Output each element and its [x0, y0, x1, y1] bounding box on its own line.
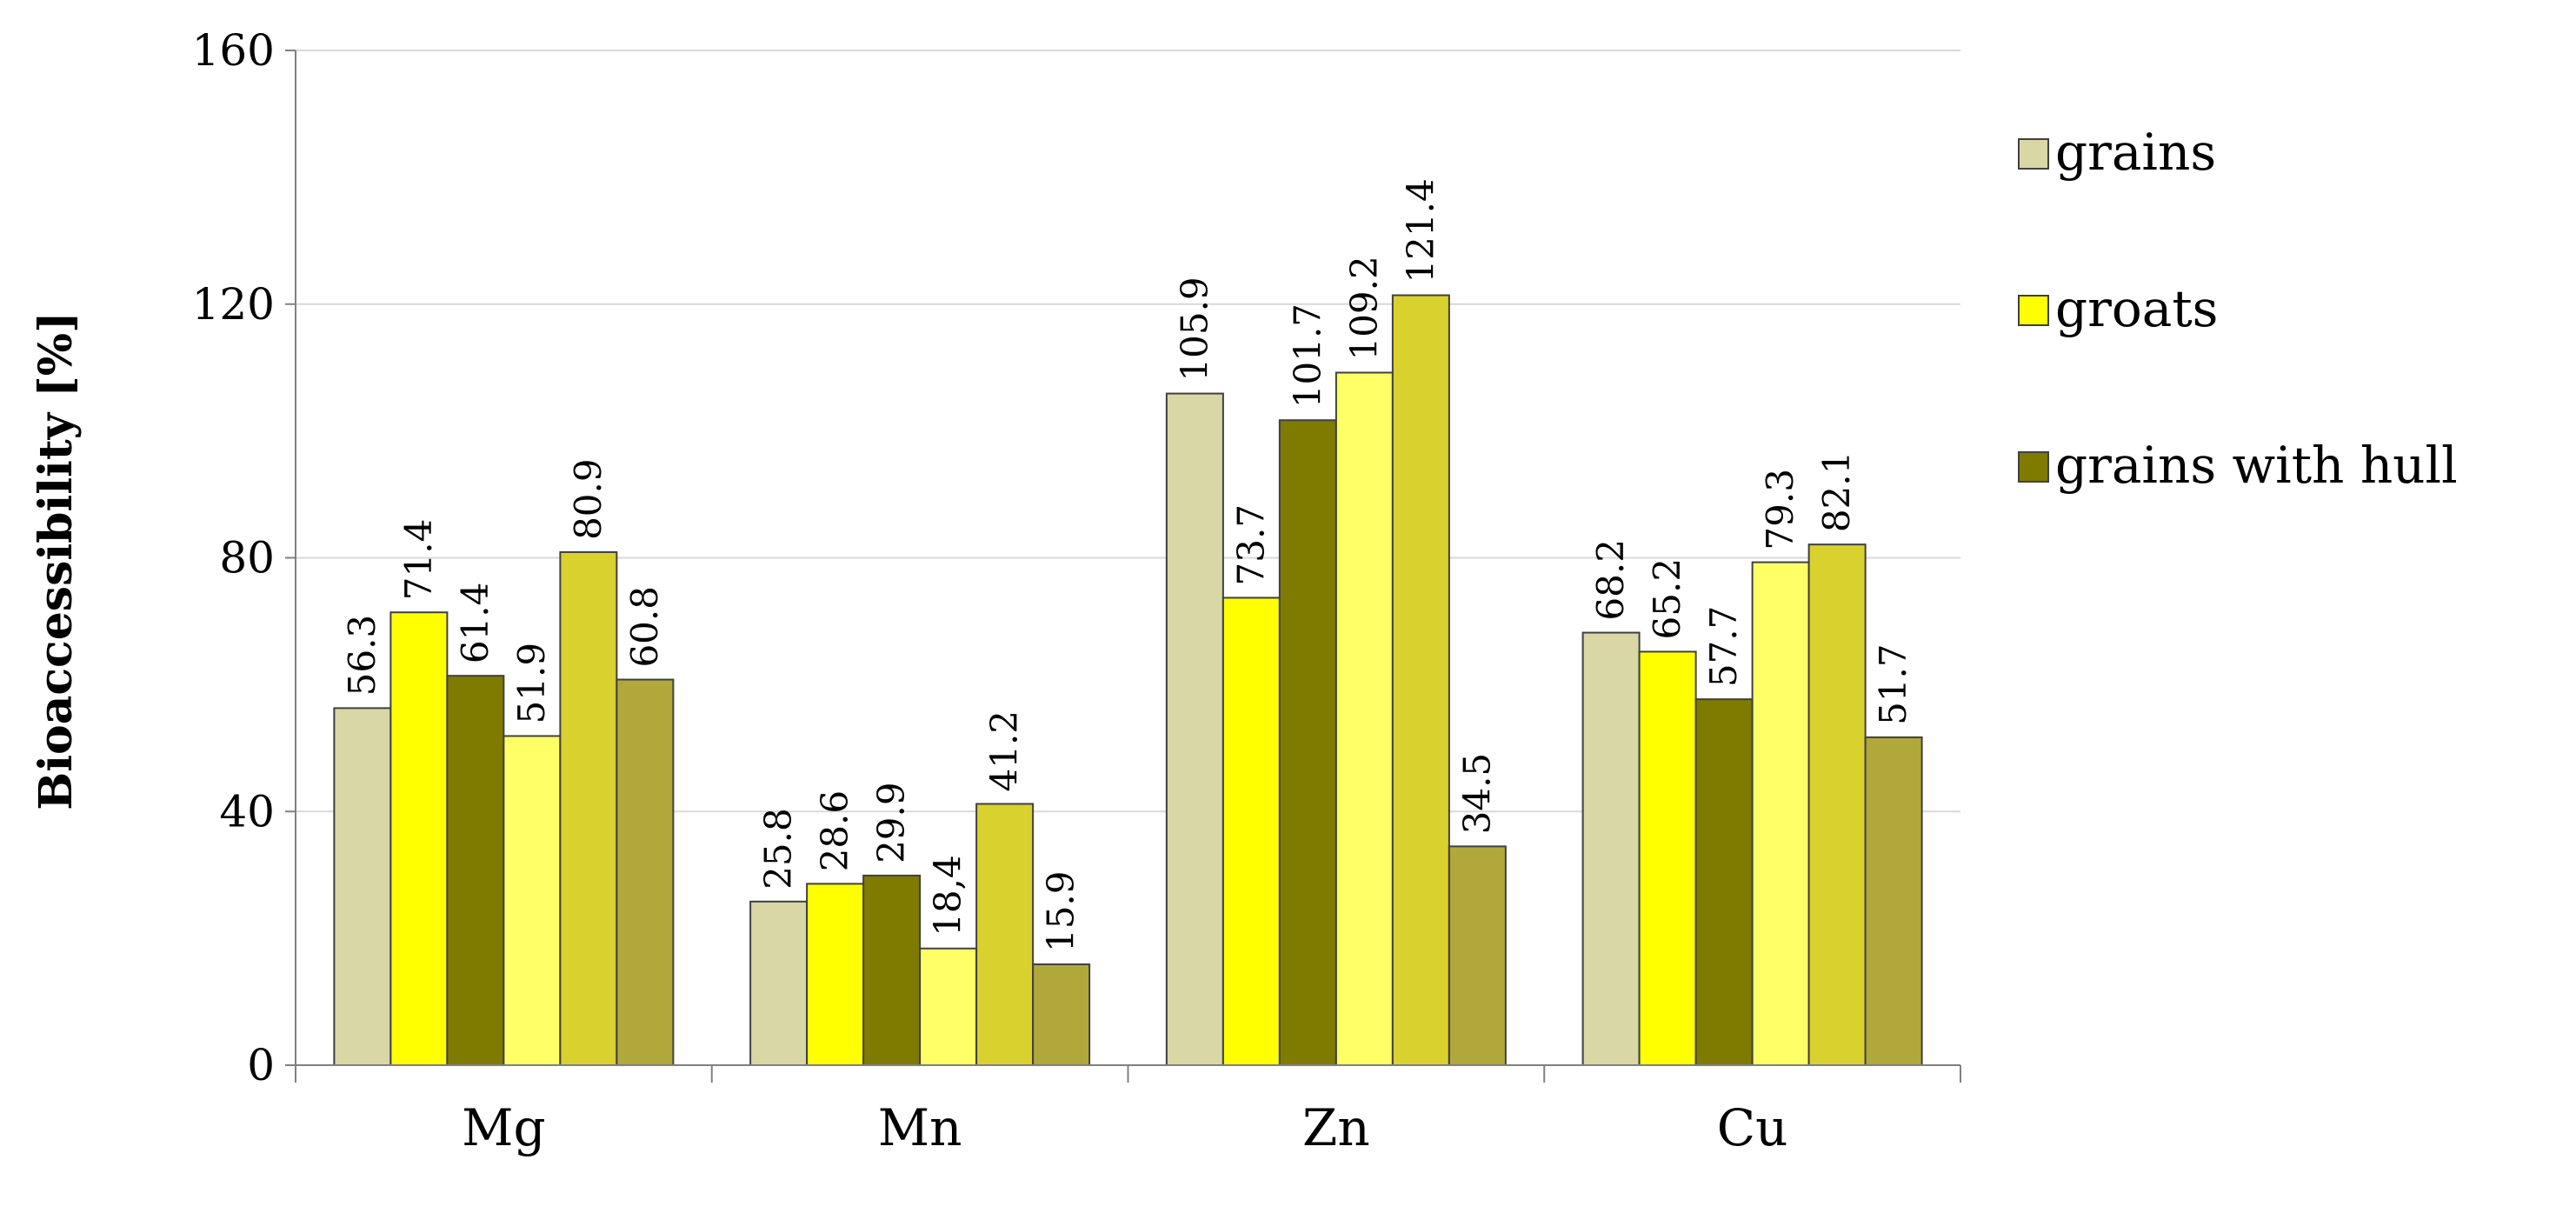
bar	[503, 735, 562, 1066]
y-tick-label: 0	[247, 1040, 275, 1090]
data-label: 105.9	[1173, 277, 1215, 381]
bar	[975, 803, 1035, 1066]
data-label: 41.2	[983, 710, 1026, 792]
data-label: 71.4	[397, 519, 440, 601]
bar	[919, 947, 978, 1067]
legend: grains groats grains with hull	[2018, 123, 2458, 495]
data-label: 73.7	[1229, 504, 1272, 586]
axes: 0 40 80 120 160 Mg Mn Zn Cu	[192, 25, 1961, 1157]
x-tick-label: Mg	[462, 1098, 546, 1157]
y-tick-label: 160	[192, 25, 275, 76]
bars	[333, 294, 1923, 1067]
data-labels: 56.3 71.4 61.4 51.9 80.9 60.8 25.8 28.6 29.9 18,4…	[341, 178, 1914, 952]
bar	[1335, 371, 1394, 1066]
bar	[1165, 392, 1224, 1067]
bar	[389, 611, 449, 1066]
x-tick-label: Mn	[878, 1098, 962, 1157]
data-label: 18,4	[927, 855, 969, 936]
bar	[1638, 650, 1697, 1066]
bar	[559, 550, 618, 1066]
x-tick-label: Cu	[1717, 1098, 1788, 1157]
legend-label: groats	[2055, 279, 2218, 338]
data-label: 29.9	[870, 782, 913, 863]
data-label: 56.3	[341, 615, 383, 696]
legend-swatch	[2018, 451, 2049, 483]
y-tick-label: 120	[192, 279, 275, 330]
data-label: 82.1	[1815, 451, 1858, 533]
bar	[1032, 963, 1091, 1067]
bar	[1694, 698, 1754, 1066]
y-tick-label: 80	[219, 533, 275, 583]
bar	[806, 883, 865, 1066]
data-label: 80.9	[567, 458, 609, 540]
data-label: 51.7	[1872, 643, 1914, 725]
y-tick-label: 40	[219, 786, 275, 836]
data-label: 28.6	[814, 790, 856, 872]
bar	[862, 874, 922, 1066]
data-label: 101.7	[1286, 303, 1328, 408]
data-label: 15.9	[1040, 871, 1082, 953]
data-label: 60.8	[623, 586, 666, 668]
y-axis-title: Bioaccessibility [%]	[30, 311, 83, 810]
legend-label: grains with hull	[2055, 436, 2458, 495]
bar	[446, 675, 505, 1066]
x-tick-label: Zn	[1302, 1098, 1370, 1157]
data-label: 109.2	[1342, 256, 1385, 360]
bar	[333, 707, 392, 1066]
bar	[1448, 845, 1507, 1066]
data-label: 61.4	[454, 583, 496, 664]
bar	[1864, 736, 1923, 1067]
data-label: 121.4	[1399, 178, 1441, 283]
data-label: 25.8	[757, 808, 800, 890]
bar	[616, 678, 675, 1066]
legend-label: grains	[2055, 123, 2216, 182]
bar	[1278, 419, 1337, 1066]
data-label: 65.2	[1646, 558, 1688, 640]
bar	[749, 900, 809, 1067]
bar	[1581, 631, 1641, 1066]
data-label: 34.5	[1455, 753, 1498, 835]
bar	[1221, 597, 1281, 1066]
bar	[1751, 561, 1810, 1066]
legend-swatch	[2018, 138, 2049, 170]
data-label: 79.3	[1759, 469, 1801, 550]
legend-swatch	[2018, 295, 2049, 326]
bar	[1391, 294, 1450, 1066]
bar	[1807, 543, 1867, 1066]
data-label: 68.2	[1589, 539, 1632, 621]
data-label: 51.9	[510, 643, 553, 724]
data-label: 57.7	[1702, 606, 1745, 688]
